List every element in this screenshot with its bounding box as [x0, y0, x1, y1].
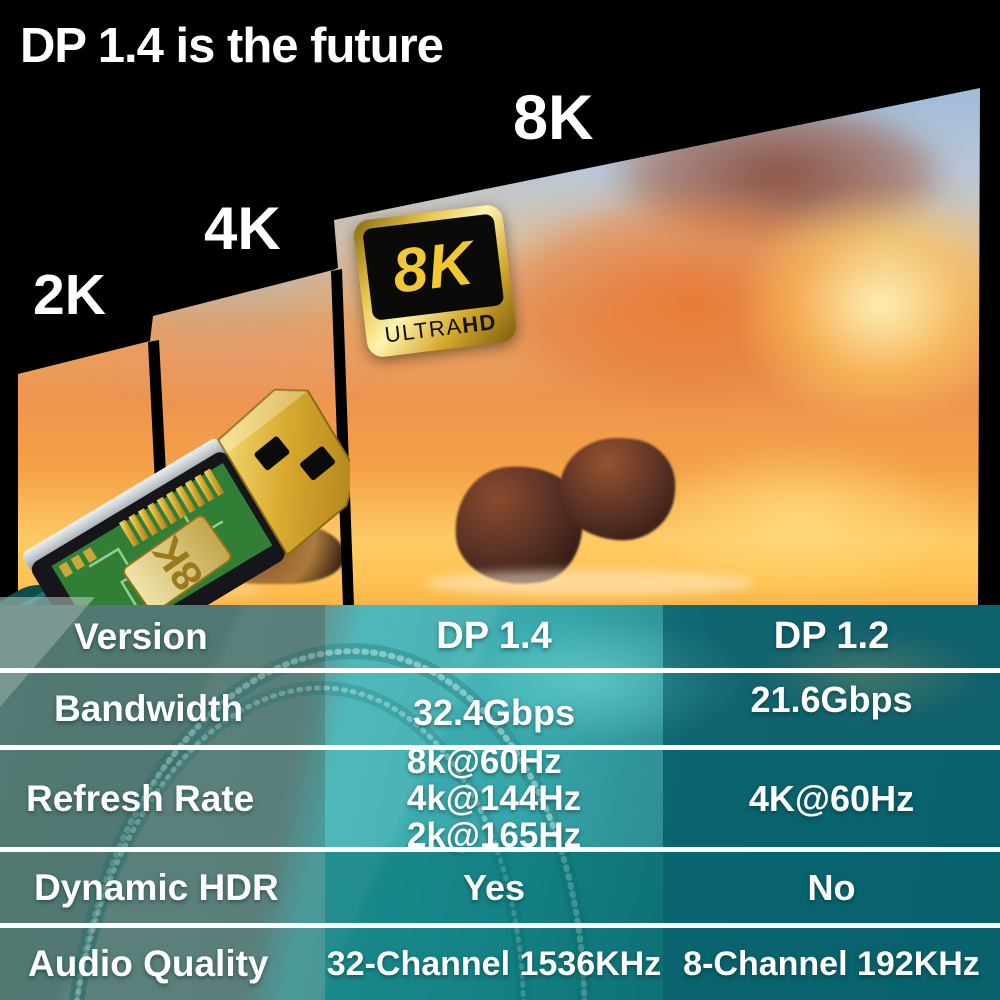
row-divider — [0, 745, 1000, 750]
connector-shell-through-overlay — [0, 597, 95, 707]
row-divider — [0, 847, 1000, 852]
badge-8k-text: 8K — [388, 227, 478, 307]
dp12-value-cell: 8-Channel 192KHz — [663, 928, 1000, 1000]
dp14-value: DP 1.4 — [436, 615, 552, 657]
row-label-cell: Audio Quality — [0, 928, 325, 1000]
dp12-value-cell: No — [663, 852, 1000, 923]
table-row: Audio Quality 32-Channel 1536KHz 8-Chann… — [0, 928, 1000, 1000]
dp14-value: 32.4Gbps — [412, 692, 576, 733]
badge-ultra-text: ULTRA — [383, 313, 464, 348]
dp12-value: No — [807, 866, 856, 908]
8k-ultrahd-badge: 8K ULTRAHD — [352, 203, 518, 359]
row-label-cell: Dynamic HDR — [0, 852, 325, 923]
page-title: DP 1.4 is the future — [20, 19, 444, 73]
row-label: Version — [74, 615, 208, 657]
table-row: Dynamic HDR Yes No — [0, 852, 1000, 923]
table-row: Refresh Rate 8k@60Hz 4k@144Hz 2k@165Hz 4… — [0, 743, 1000, 854]
row-divider — [0, 668, 1000, 673]
row-label-cell: Refresh Rate — [0, 750, 325, 847]
dp14-value-cell: 8k@60Hz 4k@144Hz 2k@165Hz — [325, 743, 663, 854]
dp12-value-cell: 4K@60Hz — [663, 750, 1000, 847]
plug-hole — [300, 446, 335, 481]
table-row: Version DP 1.4 DP 1.2 — [0, 605, 1000, 668]
resolution-label-8k: 8K — [513, 83, 594, 153]
dp12-value: 21.6Gbps — [750, 679, 913, 720]
dp14-value-cell: 32-Channel 1536KHz — [325, 928, 663, 1000]
sea-foam — [425, 570, 755, 596]
plug-hole — [254, 436, 290, 471]
gold-plug-tip — [217, 388, 350, 557]
dp12-value: 4K@60Hz — [748, 777, 915, 819]
dp14-value: Yes — [462, 866, 526, 908]
row-label-cell: Version — [0, 605, 325, 668]
table-row: Bandwidth 32.4Gbps 21.6Gbps — [0, 673, 1000, 745]
water-sparkle — [720, 615, 1000, 735]
dp12-value: DP 1.2 — [773, 615, 890, 657]
row-label: Dynamic HDR — [34, 866, 279, 908]
resolution-label-4k: 4K — [204, 195, 281, 262]
gold-pins — [118, 468, 225, 548]
badge-hd-text: HD — [460, 308, 499, 338]
badge-inner-panel: 8K — [362, 213, 505, 321]
row-divider — [0, 923, 1000, 928]
dp14-value-cell: Yes — [325, 852, 663, 923]
sun-glow — [690, 150, 980, 460]
row-label-cell: Bandwidth — [0, 673, 325, 745]
comparison-table: Version DP 1.4 DP 1.2 Bandwidth 32.4Gbps… — [0, 595, 1000, 1000]
dp12-value-cell: 21.6Gbps — [663, 673, 1000, 745]
dp14-value: 8k@60Hz 4k@144Hz 2k@165Hz — [406, 741, 582, 856]
dp14-value: 32-Channel 1536KHz — [326, 944, 662, 983]
braided-cable-loop — [62, 643, 593, 1000]
dp14-value-cell: DP 1.4 — [325, 605, 663, 668]
row-label: Audio Quality — [28, 943, 269, 984]
dp12-value-cell: DP 1.2 — [663, 605, 1000, 668]
dp14-value-cell: 32.4Gbps — [325, 673, 663, 745]
dp12-value: 8-Channel 192KHz — [683, 944, 980, 983]
resolution-label-2k: 2K — [33, 263, 106, 327]
metal-shell — [23, 438, 226, 571]
row-label: Bandwidth — [54, 688, 244, 729]
row-label: Refresh Rate — [26, 777, 255, 819]
